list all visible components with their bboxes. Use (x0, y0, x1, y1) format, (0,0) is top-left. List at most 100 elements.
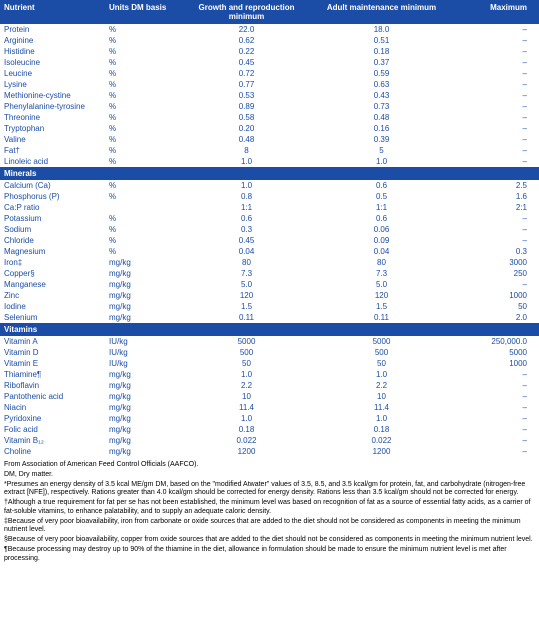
unit-cell: IU/kg (105, 347, 179, 358)
unit-cell: mg/kg (105, 413, 179, 424)
nutrient-cell: Histidine (0, 46, 105, 57)
adult-cell: 500 (314, 347, 449, 358)
unit-cell: mg/kg (105, 279, 179, 290)
table-row: Riboflavinmg/kg2.22.2– (0, 380, 539, 391)
growth-cell: 0.3 (179, 224, 314, 235)
growth-cell: 0.20 (179, 123, 314, 134)
growth-cell: 2.2 (179, 380, 314, 391)
nutrient-cell: Tryptophan (0, 123, 105, 134)
footnotes-block: From Association of American Feed Contro… (0, 457, 539, 570)
unit-cell: % (105, 24, 179, 35)
unit-cell: % (105, 191, 179, 202)
nutrient-cell: Vitamin E (0, 358, 105, 369)
max-cell: – (449, 57, 539, 68)
growth-cell: 0.48 (179, 134, 314, 145)
nutrient-cell: Ca:P ratio (0, 202, 105, 213)
table-row: Arginine%0.620.51– (0, 35, 539, 46)
max-cell: 1000 (449, 358, 539, 369)
unit-cell: % (105, 213, 179, 224)
growth-cell: 0.72 (179, 68, 314, 79)
unit-cell: mg/kg (105, 446, 179, 457)
max-cell: 250 (449, 268, 539, 279)
nutrient-cell: Fat† (0, 145, 105, 156)
max-cell: – (449, 35, 539, 46)
growth-cell: 0.53 (179, 90, 314, 101)
nutrient-cell: Threonine (0, 112, 105, 123)
growth-cell: 0.77 (179, 79, 314, 90)
max-cell: 50 (449, 301, 539, 312)
adult-cell: 1200 (314, 446, 449, 457)
growth-cell: 11.4 (179, 402, 314, 413)
nutrient-table: Nutrient Units DM basis Growth and repro… (0, 0, 539, 457)
nutrient-cell: Choline (0, 446, 105, 457)
unit-cell: IU/kg (105, 358, 179, 369)
adult-cell: 0.39 (314, 134, 449, 145)
growth-cell: 0.6 (179, 213, 314, 224)
unit-cell: mg/kg (105, 290, 179, 301)
table-row: Tryptophan%0.200.16– (0, 123, 539, 134)
adult-cell: 1.5 (314, 301, 449, 312)
table-row: Isoleucine%0.450.37– (0, 57, 539, 68)
table-row: Chloride%0.450.09– (0, 235, 539, 246)
unit-cell: % (105, 180, 179, 191)
max-cell: – (449, 402, 539, 413)
table-row: Thiamine¶mg/kg1.01.0– (0, 369, 539, 380)
nutrient-cell: Calcium (Ca) (0, 180, 105, 191)
col-max: Maximum (449, 0, 539, 24)
table-row: Vitamin AIU/kg50005000250,000.0 (0, 336, 539, 347)
growth-cell: 0.58 (179, 112, 314, 123)
nutrient-cell: Phenylalanine-tyrosine (0, 101, 105, 112)
growth-cell: 0.62 (179, 35, 314, 46)
max-cell: – (449, 156, 539, 167)
table-row: Pantothenic acidmg/kg1010– (0, 391, 539, 402)
max-cell: 1000 (449, 290, 539, 301)
header-row: Nutrient Units DM basis Growth and repro… (0, 0, 539, 24)
max-cell: – (449, 24, 539, 35)
max-cell: – (449, 391, 539, 402)
max-cell: 1.6 (449, 191, 539, 202)
nutrient-cell: Copper§ (0, 268, 105, 279)
unit-cell: % (105, 90, 179, 101)
table-row: Leucine%0.720.59– (0, 68, 539, 79)
max-cell: – (449, 90, 539, 101)
growth-cell: 50 (179, 358, 314, 369)
adult-cell: 18.0 (314, 24, 449, 35)
unit-cell: % (105, 101, 179, 112)
unit-cell: mg/kg (105, 369, 179, 380)
nutrient-cell: Vitamin D (0, 347, 105, 358)
table-row: Niacinmg/kg11.411.4– (0, 402, 539, 413)
growth-cell: 0.22 (179, 46, 314, 57)
growth-cell: 0.45 (179, 235, 314, 246)
max-cell: 3000 (449, 257, 539, 268)
table-row: Phosphorus (P)%0.80.51.6 (0, 191, 539, 202)
table-row: Threonine%0.580.48– (0, 112, 539, 123)
table-row: Protein%22.018.0– (0, 24, 539, 35)
footnote-line: §Because of very poor bioavailability, c… (4, 536, 535, 545)
growth-cell: 0.45 (179, 57, 314, 68)
table-row: Phenylalanine-tyrosine%0.890.73– (0, 101, 539, 112)
nutrient-cell: Linoleic acid (0, 156, 105, 167)
growth-cell: 5.0 (179, 279, 314, 290)
growth-cell: 0.11 (179, 312, 314, 323)
adult-cell: 0.11 (314, 312, 449, 323)
col-units: Units DM basis (105, 0, 179, 24)
col-adult: Adult maintenance minimum (314, 0, 449, 24)
max-cell: – (449, 112, 539, 123)
adult-cell: 5 (314, 145, 449, 156)
table-row: Zincmg/kg1201201000 (0, 290, 539, 301)
unit-cell: % (105, 134, 179, 145)
adult-cell: 2.2 (314, 380, 449, 391)
adult-cell: 5.0 (314, 279, 449, 290)
max-cell: – (449, 224, 539, 235)
growth-cell: 0.89 (179, 101, 314, 112)
adult-cell: 0.04 (314, 246, 449, 257)
growth-cell: 1200 (179, 446, 314, 457)
max-cell: 250,000.0 (449, 336, 539, 347)
max-cell: – (449, 46, 539, 57)
table-row: Copper§mg/kg7.37.3250 (0, 268, 539, 279)
nutrient-cell: Selenium (0, 312, 105, 323)
adult-cell: 0.43 (314, 90, 449, 101)
growth-cell: 120 (179, 290, 314, 301)
nutrient-cell: Zinc (0, 290, 105, 301)
adult-cell: 1:1 (314, 202, 449, 213)
